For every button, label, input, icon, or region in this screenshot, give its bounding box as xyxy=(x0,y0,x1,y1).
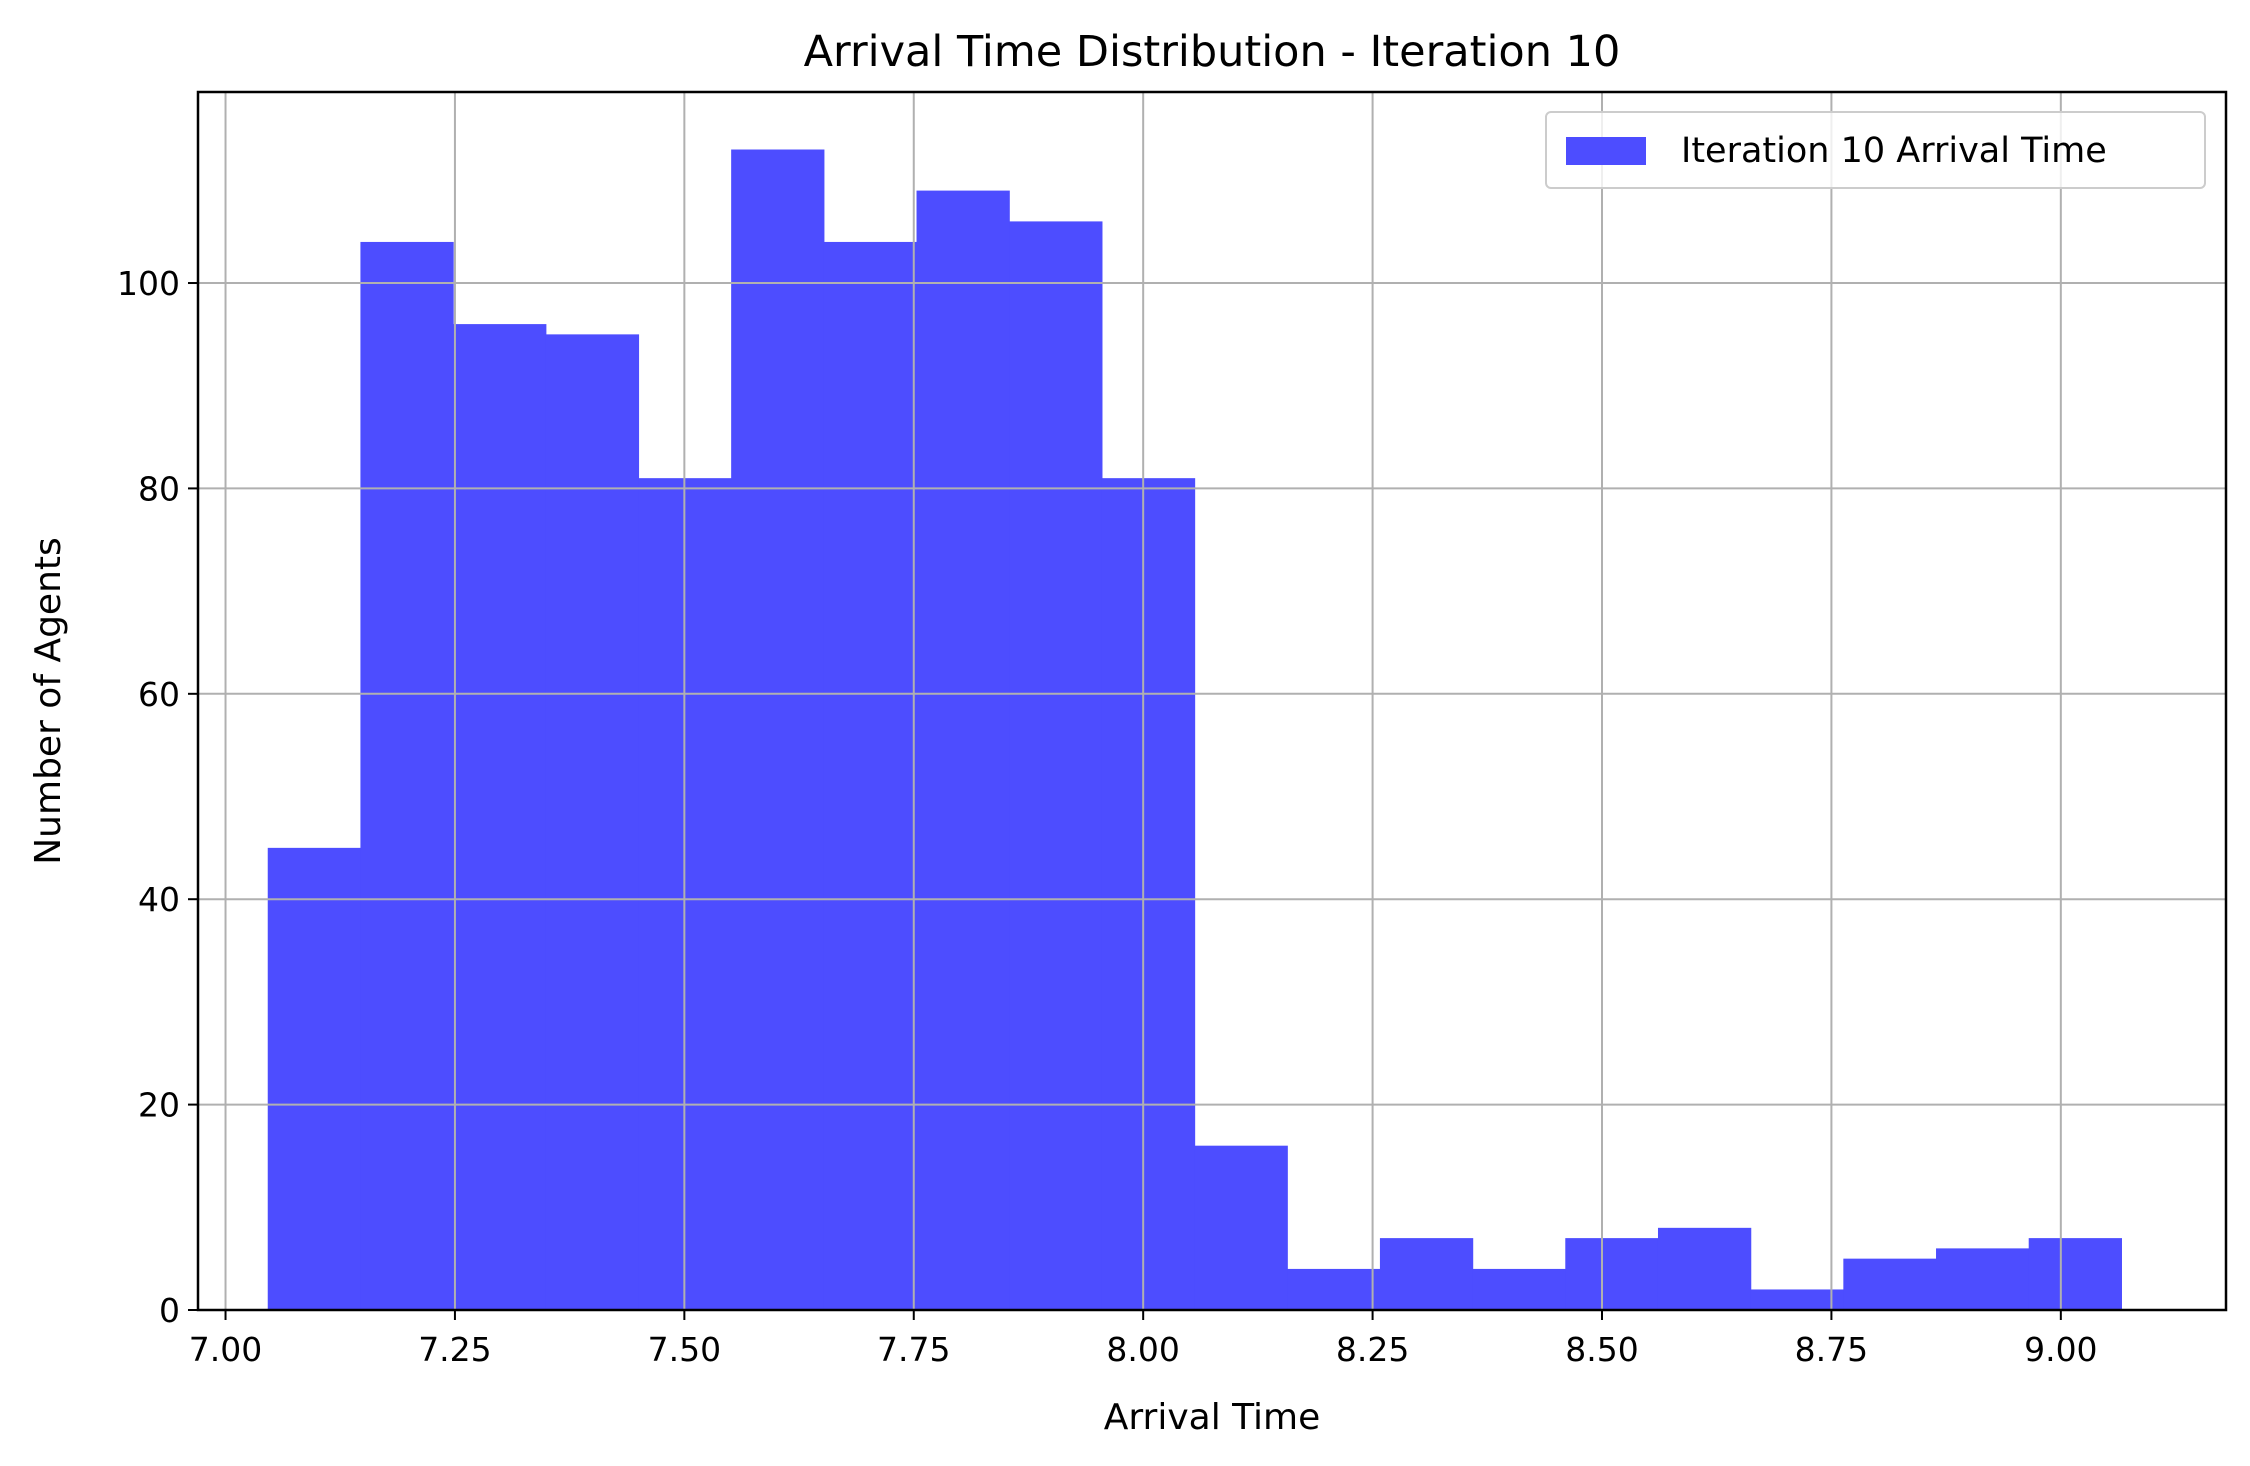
histogram-bar xyxy=(1287,1268,1381,1310)
legend-box xyxy=(1545,111,2206,189)
x-axis-ticks: 7.00 7.25 7.50 7.75 8.00 8.25 8.50 8.75 9.00 xyxy=(189,1310,2098,1369)
y-tick-label: 80 xyxy=(138,469,180,508)
histogram-bar xyxy=(453,324,547,1311)
histogram-bar xyxy=(1750,1289,1844,1310)
x-tick-label: 9.00 xyxy=(2024,1330,2097,1369)
x-axis-label: Arrival Time xyxy=(1104,1397,1321,1438)
histogram-bar xyxy=(1843,1258,1937,1310)
histogram-bar xyxy=(1472,1268,1566,1310)
y-axis-ticks: 0 20 40 60 80 100 xyxy=(117,264,198,1330)
histogram-bar xyxy=(731,149,825,1310)
x-tick-label: 7.75 xyxy=(877,1330,950,1369)
x-tick-label: 8.25 xyxy=(1336,1330,1409,1369)
histogram-bar xyxy=(2028,1238,2122,1310)
y-tick-label: 40 xyxy=(138,880,180,919)
x-tick-label: 8.00 xyxy=(1106,1330,1179,1369)
histogram-bar xyxy=(1194,1145,1288,1310)
y-axis-label: Number of Agents xyxy=(28,537,69,865)
x-tick-label: 8.75 xyxy=(1795,1330,1868,1369)
histogram-bar xyxy=(545,334,640,1310)
histogram-bar xyxy=(1657,1227,1752,1310)
legend: Iteration 10 Arrival Time xyxy=(1545,111,2206,189)
histogram-bar xyxy=(916,190,1010,1311)
histogram-bar xyxy=(1936,1248,2030,1310)
x-tick-label: 7.25 xyxy=(418,1330,491,1369)
legend-label: Iteration 10 Arrival Time xyxy=(1681,131,2107,171)
histogram-bar xyxy=(267,847,362,1310)
y-tick-label: 0 xyxy=(159,1291,180,1330)
histogram-bar xyxy=(1565,1238,1659,1310)
y-tick-label: 20 xyxy=(138,1086,180,1125)
histogram-bar xyxy=(360,241,454,1311)
histogram-bar xyxy=(823,241,918,1311)
chart-title: Arrival Time Distribution - Iteration 10 xyxy=(804,27,1621,77)
legend-swatch xyxy=(1566,137,1646,165)
x-tick-label: 8.50 xyxy=(1565,1330,1638,1369)
x-tick-label: 7.50 xyxy=(648,1330,721,1369)
histogram-bar xyxy=(1379,1238,1474,1310)
y-tick-label: 60 xyxy=(138,675,180,714)
x-tick-label: 7.00 xyxy=(189,1330,262,1369)
y-tick-label: 100 xyxy=(117,264,180,303)
histogram-bar xyxy=(1009,221,1103,1310)
plot-frame xyxy=(196,90,2228,1312)
histogram-bar xyxy=(1101,478,1196,1310)
